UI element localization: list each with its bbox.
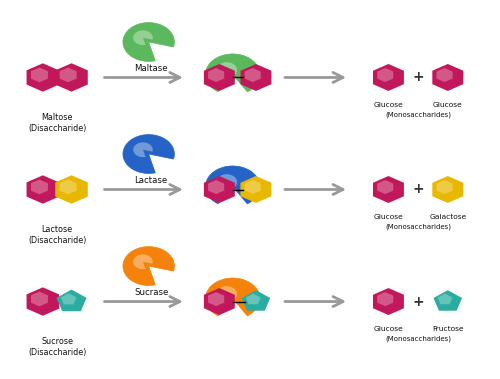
Polygon shape — [31, 180, 48, 194]
Polygon shape — [26, 63, 59, 92]
Text: Galactose: Galactose — [429, 214, 467, 220]
Polygon shape — [436, 180, 452, 194]
Wedge shape — [206, 166, 260, 204]
Polygon shape — [31, 291, 48, 306]
Polygon shape — [26, 175, 59, 204]
Polygon shape — [377, 180, 394, 194]
Text: (Monosaccharides): (Monosaccharides) — [385, 224, 451, 230]
Text: Lactase: Lactase — [134, 177, 168, 185]
Polygon shape — [436, 68, 452, 82]
Text: Lactose
(Disaccharide): Lactose (Disaccharide) — [28, 225, 86, 245]
Text: Sucrose
(Disaccharide): Sucrose (Disaccharide) — [28, 337, 86, 357]
Polygon shape — [26, 287, 59, 316]
Polygon shape — [56, 290, 86, 311]
Polygon shape — [373, 64, 404, 91]
Polygon shape — [240, 176, 272, 203]
Polygon shape — [240, 64, 272, 91]
Polygon shape — [55, 175, 88, 204]
Polygon shape — [204, 64, 235, 91]
Polygon shape — [246, 294, 260, 304]
Polygon shape — [377, 68, 394, 82]
Text: Fructose: Fructose — [432, 326, 464, 332]
Polygon shape — [204, 288, 235, 315]
Text: Glucose: Glucose — [374, 214, 404, 220]
Wedge shape — [123, 135, 174, 174]
Polygon shape — [244, 180, 261, 194]
Polygon shape — [244, 68, 261, 82]
Text: (Monosaccharides): (Monosaccharides) — [385, 335, 451, 342]
Polygon shape — [432, 176, 463, 203]
Polygon shape — [60, 67, 76, 82]
Polygon shape — [373, 176, 404, 203]
Wedge shape — [216, 62, 237, 77]
Polygon shape — [242, 290, 270, 311]
Wedge shape — [123, 23, 174, 61]
Text: Maltase: Maltase — [134, 64, 168, 74]
Text: +: + — [412, 294, 424, 309]
Polygon shape — [31, 67, 48, 82]
Wedge shape — [216, 286, 237, 301]
Polygon shape — [61, 293, 76, 304]
Text: Maltose
(Disaccharide): Maltose (Disaccharide) — [28, 113, 86, 133]
Polygon shape — [373, 288, 404, 315]
Polygon shape — [438, 294, 452, 304]
Text: Glucose: Glucose — [374, 326, 404, 332]
Polygon shape — [55, 63, 88, 92]
Polygon shape — [432, 64, 463, 91]
Polygon shape — [434, 290, 462, 311]
Wedge shape — [216, 174, 237, 189]
Polygon shape — [204, 176, 235, 203]
Text: Glucose: Glucose — [374, 102, 404, 108]
Polygon shape — [208, 68, 224, 82]
Wedge shape — [133, 254, 153, 269]
Wedge shape — [133, 143, 153, 157]
Text: Glucose: Glucose — [433, 102, 462, 108]
Text: (Monosaccharides): (Monosaccharides) — [385, 111, 451, 118]
Polygon shape — [60, 180, 76, 194]
Text: +: + — [412, 70, 424, 85]
Text: Sucrase: Sucrase — [134, 288, 168, 298]
Polygon shape — [208, 180, 224, 194]
Polygon shape — [208, 292, 224, 306]
Wedge shape — [123, 247, 174, 285]
Wedge shape — [206, 54, 260, 92]
Polygon shape — [377, 292, 394, 306]
Wedge shape — [133, 30, 153, 45]
Text: +: + — [412, 183, 424, 196]
Wedge shape — [206, 278, 260, 316]
